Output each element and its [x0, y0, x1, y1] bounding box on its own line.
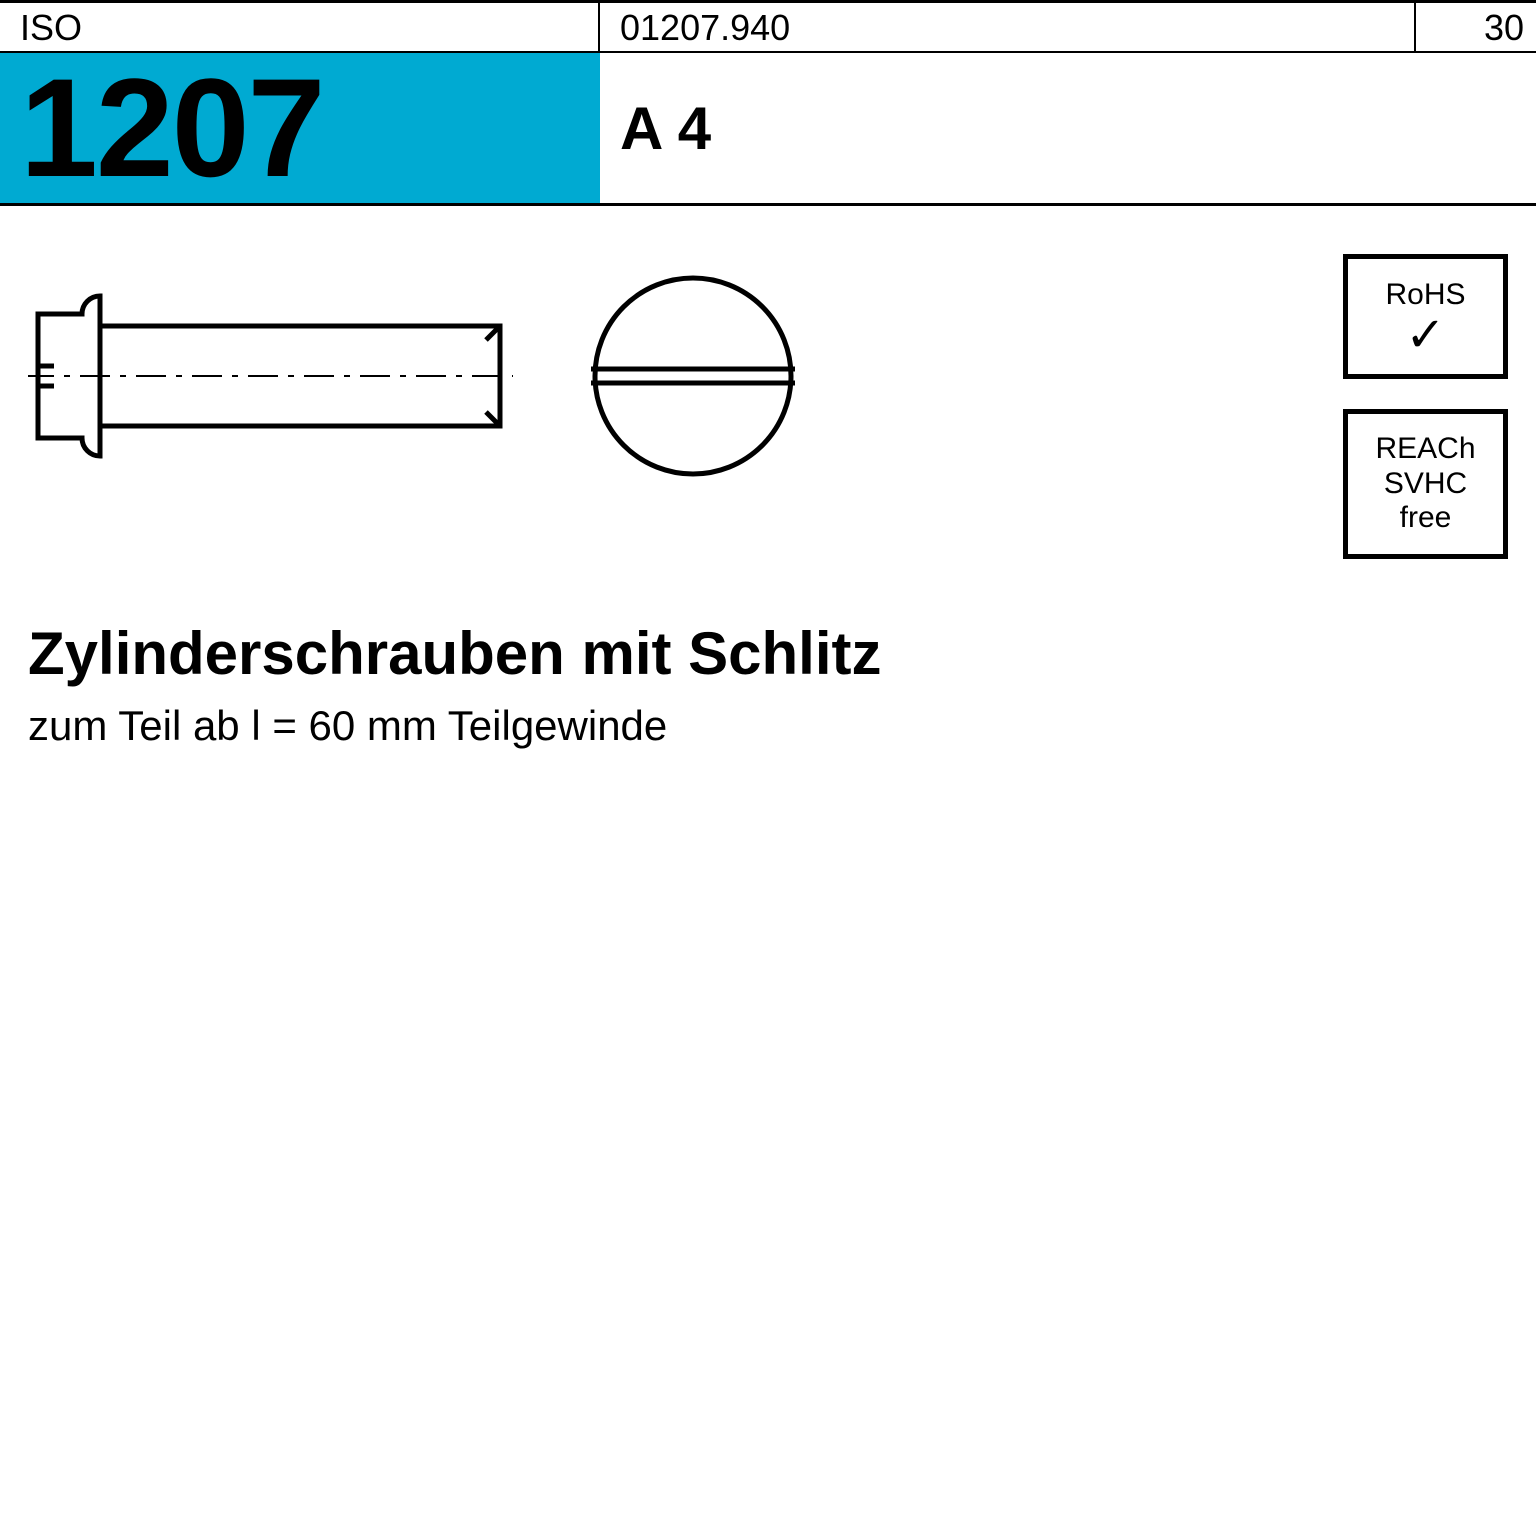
reach-line1: REACh: [1375, 432, 1475, 467]
header-row: ISO 01207.940 30: [0, 0, 1536, 51]
standard-number: 1207: [0, 53, 600, 203]
rohs-label: RoHS: [1385, 278, 1465, 313]
screw-front-view-icon: [583, 266, 803, 486]
rohs-badge: RoHS ✓: [1343, 254, 1508, 379]
reach-line2: SVHC: [1384, 467, 1467, 502]
technical-drawing: [28, 254, 1308, 486]
reach-line3: free: [1400, 501, 1452, 536]
product-subtitle: zum Teil ab l = 60 mm Teilgewinde: [28, 702, 1508, 750]
header-iso-label: ISO: [0, 3, 600, 51]
compliance-badges: RoHS ✓ REACh SVHC free: [1308, 254, 1508, 559]
reach-badge: REACh SVHC free: [1343, 409, 1508, 559]
datasheet-page: ISO 01207.940 30 1207 A 4: [0, 0, 1536, 1536]
screw-side-view-icon: [28, 266, 513, 486]
header-page-number: 30: [1416, 3, 1536, 51]
check-icon: ✓: [1405, 317, 1445, 355]
drawing-and-badges-row: RoHS ✓ REACh SVHC free: [0, 206, 1536, 559]
title-block: Zylinderschrauben mit Schlitz zum Teil a…: [0, 559, 1536, 750]
material-grade: A 4: [600, 53, 1536, 203]
standard-band: 1207 A 4: [0, 51, 1536, 206]
product-title: Zylinderschrauben mit Schlitz: [28, 619, 1508, 688]
header-part-code: 01207.940: [600, 3, 1416, 51]
